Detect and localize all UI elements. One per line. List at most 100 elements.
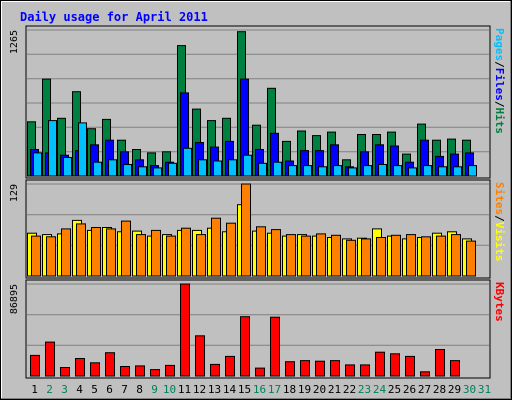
bar-kbytes-day-25 (390, 353, 400, 377)
bar-kbytes-day-12 (195, 335, 205, 377)
bar-pages-day-30 (468, 165, 477, 177)
bar-sites-day-7 (121, 220, 131, 277)
bar-kbytes-day-7 (120, 366, 130, 377)
bar-kbytes-day-28 (435, 349, 445, 377)
legend-entry: Pages (493, 28, 506, 61)
bar-pages-day-7 (123, 164, 132, 177)
bar-pages-day-4 (78, 122, 87, 177)
day-label-24: 24 (373, 383, 387, 396)
day-label-7: 7 (121, 383, 128, 396)
panel-kbytes: 86895 KBytes (9, 279, 506, 379)
bar-sites-day-16 (256, 226, 266, 277)
bar-pages-day-16 (258, 162, 267, 177)
bar-pages-day-18 (288, 165, 297, 177)
bar-sites-day-14 (226, 222, 236, 277)
bar-pages-day-23 (363, 165, 372, 177)
bar-sites-day-21 (331, 234, 341, 277)
bar-sites-day-27 (421, 236, 431, 277)
bar-sites-day-18 (286, 234, 296, 277)
day-label-3: 3 (61, 383, 68, 396)
bar-pages-day-20 (318, 166, 327, 177)
bar-sites-day-22 (346, 239, 356, 277)
bar-pages-day-6 (108, 159, 117, 177)
day-label-26: 26 (403, 383, 416, 396)
bar-pages-day-14 (228, 159, 237, 177)
day-label-15: 15 (238, 383, 251, 396)
day-label-22: 22 (343, 383, 356, 396)
day-label-6: 6 (106, 383, 113, 396)
bar-sites-day-8 (136, 234, 146, 277)
bar-kbytes-day-1 (30, 354, 40, 377)
bar-sites-day-9 (151, 229, 161, 277)
bar-sites-day-17 (271, 229, 281, 277)
bar-sites-day-29 (451, 234, 461, 277)
day-label-2: 2 (46, 383, 53, 396)
day-label-28: 28 (433, 383, 446, 396)
day-label-13: 13 (208, 383, 221, 396)
bar-sites-day-13 (211, 217, 221, 277)
panel-visits-sites: 129 Sites/Visits (9, 179, 506, 279)
bar-sites-day-2 (46, 236, 56, 277)
panel-hits-files-pages-ymax-label: 1265 (9, 30, 20, 54)
bar-sites-day-5 (91, 227, 101, 277)
bar-pages-day-13 (213, 160, 222, 177)
bar-pages-day-25 (393, 165, 402, 177)
bar-pages-day-17 (273, 161, 282, 177)
day-label-17: 17 (268, 383, 281, 396)
day-label-19: 19 (298, 383, 311, 396)
bar-sites-day-11 (181, 227, 191, 277)
bar-kbytes-day-15 (240, 316, 250, 377)
bar-kbytes-day-21 (330, 360, 340, 377)
legend-entry: Files (493, 68, 506, 101)
bar-pages-day-2 (48, 120, 57, 177)
chart-title: Daily usage for April 2011 (20, 10, 208, 24)
day-label-9: 9 (151, 383, 158, 396)
day-label-14: 14 (223, 383, 237, 396)
legend-entry: Visits (493, 222, 506, 262)
day-label-27: 27 (418, 383, 431, 396)
bar-sites-day-12 (196, 234, 206, 277)
bar-pages-day-9 (153, 167, 162, 177)
day-label-1: 1 (31, 383, 38, 396)
bar-kbytes-day-27 (420, 371, 430, 377)
bar-kbytes-day-8 (135, 365, 145, 377)
bar-sites-day-3 (61, 228, 71, 277)
bar-kbytes-day-13 (210, 363, 220, 377)
bar-pages-day-29 (453, 166, 462, 177)
day-label-5: 5 (91, 383, 98, 396)
panel-visits-sites-legend: Sites/Visits (493, 182, 506, 262)
bar-pages-day-3 (63, 157, 72, 177)
bar-pages-day-1 (33, 152, 42, 177)
bar-sites-day-15 (241, 183, 251, 277)
bar-kbytes-day-22 (345, 364, 355, 377)
bar-pages-day-8 (138, 166, 147, 177)
day-label-12: 12 (193, 383, 206, 396)
day-label-31: 31 (478, 383, 491, 396)
bar-kbytes-day-3 (60, 367, 70, 377)
bar-kbytes-day-18 (285, 361, 295, 377)
bar-kbytes-day-24 (375, 351, 385, 377)
legend-entry: Sites (493, 182, 506, 215)
day-label-8: 8 (136, 383, 143, 396)
bar-pages-day-11 (183, 147, 192, 177)
legend-entry: / (493, 61, 506, 68)
panel-hits-files-pages: 1265 Pages/Files/Hits (9, 25, 506, 179)
bar-kbytes-day-19 (300, 360, 310, 377)
bar-pages-day-27 (423, 165, 432, 177)
legend-entry: / (493, 215, 506, 222)
bar-pages-day-22 (348, 167, 357, 177)
panel-kbytes-ymax-label: 86895 (9, 284, 20, 314)
bar-sites-day-6 (106, 228, 116, 277)
day-label-4: 4 (76, 383, 83, 396)
day-label-30: 30 (463, 383, 476, 396)
day-label-21: 21 (328, 383, 341, 396)
bar-kbytes-day-5 (90, 362, 100, 377)
legend-entry: / (493, 101, 506, 108)
bar-sites-day-19 (301, 235, 311, 277)
bar-kbytes-day-2 (45, 341, 55, 377)
bar-sites-day-1 (31, 235, 41, 277)
day-label-25: 25 (388, 383, 401, 396)
day-label-10: 10 (163, 383, 176, 396)
bar-pages-day-21 (333, 165, 342, 177)
